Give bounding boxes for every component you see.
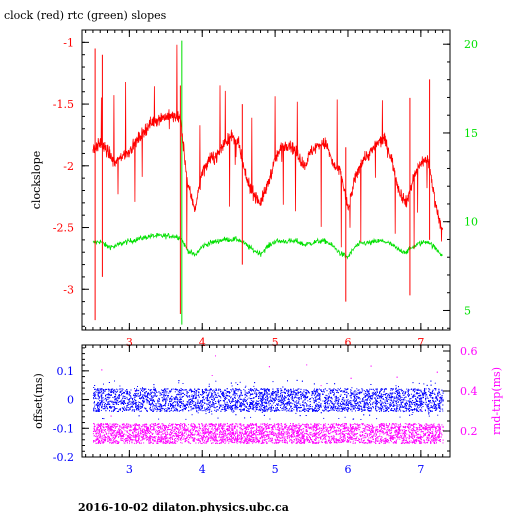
slopes-axes: -1 -1.5 -2 -2.5 -3 5 10 15 20 3 4 5 6 7	[53, 30, 478, 349]
slopes-y-tick-label: -2	[63, 160, 74, 173]
rndtrip-y-tick-label: 0.6	[460, 345, 478, 358]
slopes-y-axis-label: clockslope	[30, 151, 43, 209]
slopes-y2-tick-label: 20	[464, 38, 478, 51]
slopes-x-tick-label: 4	[199, 336, 206, 349]
offset-y-tick-label: -0.2	[53, 451, 74, 464]
offset-y-tick-label: 0.1	[57, 365, 75, 378]
slopes-x-tick-label: 7	[417, 336, 424, 349]
rndtrip-y-tick-label: 0.2	[460, 425, 478, 438]
rndtrip-y-tick-label: 0.4	[460, 385, 478, 398]
slopes-y-tick-label: -1	[63, 36, 74, 49]
rndtrip-y-axis-label: rnd-trip(ms)	[490, 367, 503, 435]
offset-scatter	[92, 379, 444, 420]
offset-x-tick-label: 3	[126, 463, 133, 476]
offset-axes: 0.1 0 -0.1 -0.2 0.6 0.4 0.2 3 4 5 6 7	[53, 345, 478, 476]
slopes-x-tick-label: 6	[344, 336, 351, 349]
offset-y-tick-label: 0	[67, 394, 74, 407]
offset-x-tick-label: 7	[417, 463, 424, 476]
footer-label: 2016-10-02 dilaton.physics.ubc.ca	[78, 501, 289, 512]
slopes-x-tick-label: 3	[126, 336, 133, 349]
slopes-panel: -1 -1.5 -2 -2.5 -3 5 10 15 20 3 4 5 6 7 clockslope	[30, 29, 478, 349]
slopes-y2-tick-label: 10	[464, 216, 478, 229]
offset-y-axis-label: offset(ms)	[32, 373, 45, 429]
plot-title: clock (red) rtc (green) slopes	[4, 9, 167, 22]
offset-x-tick-label: 6	[344, 463, 351, 476]
offset-y-tick-label: -0.1	[53, 422, 74, 435]
slopes-frame	[81, 29, 451, 331]
slopes-y2-tick-label: 15	[464, 127, 478, 140]
offset-x-tick-label: 5	[272, 463, 279, 476]
rtc-series-line	[92, 232, 443, 260]
slopes-data	[92, 40, 444, 325]
offset-x-tick-label: 4	[199, 463, 206, 476]
clock-series-line	[92, 44, 444, 250]
slopes-y-tick-label: -2.5	[53, 222, 74, 235]
rndtrip-scatter	[92, 355, 444, 444]
offset-data	[92, 355, 444, 444]
slopes-y-tick-label: -1.5	[53, 98, 74, 111]
slopes-y-tick-label: -3	[63, 283, 74, 296]
slopes-x-tick-label: 5	[272, 336, 279, 349]
offset-panel: 0.1 0 -0.1 -0.2 0.6 0.4 0.2 3 4 5 6 7 offset(ms) rn…	[32, 344, 503, 476]
slopes-y2-tick-label: 5	[464, 304, 471, 317]
